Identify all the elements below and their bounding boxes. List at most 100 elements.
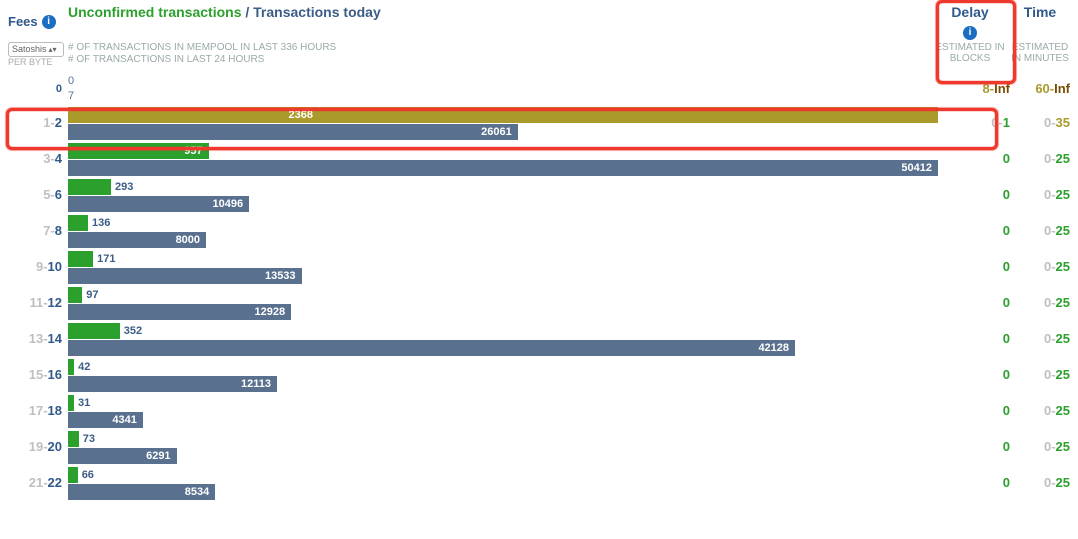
chart-title: Unconfirmed transactions / Transactions …	[68, 4, 930, 40]
mempool-bar: 42	[68, 359, 74, 375]
delay-value: 0	[938, 429, 1018, 465]
bar-value: 42128	[758, 342, 789, 354]
mempool-bar: 957	[68, 143, 209, 159]
delay-value: 0	[938, 249, 1018, 285]
today-bar: 8534	[68, 484, 215, 500]
table-row: 9-101711353300-25	[8, 249, 1078, 285]
delay-value: 0	[938, 213, 1018, 249]
today-bar: 12113	[68, 376, 277, 392]
table-row: 19-20 73 6291 00-25	[8, 429, 1078, 465]
fee-range: 3-4	[8, 141, 68, 177]
delay-value: 0	[938, 357, 1018, 393]
chart-rows: 0078-Inf60-Inf1-22368260610-10-353-49575…	[0, 73, 1078, 501]
table-row: 0078-Inf60-Inf	[8, 73, 1078, 105]
fee-range: 7-8	[8, 213, 68, 249]
time-subheader: ESTIMATED IN MINUTES	[1010, 42, 1070, 67]
today-bar: 8000	[68, 232, 206, 248]
table-row: 13-14352 42128 00-25	[8, 321, 1078, 357]
mempool-bar: 171	[68, 251, 93, 267]
table-row: 3-4 957 50412 00-25	[8, 141, 1078, 177]
delay-subheader: ESTIMATED IN BLOCKS	[930, 42, 1010, 67]
bar-cell: 352 42128	[68, 321, 938, 357]
fee-range: 1-2	[8, 105, 68, 141]
bar-cell: 2368 26061	[68, 105, 938, 141]
bar-cell: 73 6291	[68, 429, 938, 465]
today-label: Transactions today	[253, 4, 381, 20]
fee-range: 21-22	[8, 465, 68, 501]
fee-range: 5-6	[8, 177, 68, 213]
today-bar: 4341	[68, 412, 143, 428]
bar-value: 66	[82, 469, 94, 481]
today-bar: 26061	[68, 124, 518, 140]
delay-value: 0	[938, 393, 1018, 429]
bar-value: 293	[115, 181, 133, 193]
time-value: 0-35	[1018, 105, 1078, 141]
bar-cell: 957 50412	[68, 141, 938, 177]
time-label: Time	[1024, 4, 1056, 20]
bar-cell: 31 4341	[68, 393, 938, 429]
time-value: 0-25	[1018, 213, 1078, 249]
time-value: 0-25	[1018, 321, 1078, 357]
bar-cell: 136 8000	[68, 213, 938, 249]
bar-cell: 293 10496	[68, 177, 938, 213]
today-bar: 6291	[68, 448, 177, 464]
bar-value: 4341	[112, 414, 136, 426]
delay-value: 0	[938, 321, 1018, 357]
time-value: 0-25	[1018, 285, 1078, 321]
mempool-bar: 2368	[68, 107, 938, 123]
bar-value: 136	[92, 217, 110, 229]
unconfirmed-label: Unconfirmed transactions	[68, 4, 241, 20]
delay-value: 8-Inf	[938, 73, 1018, 105]
bar-value: 2368	[289, 109, 718, 121]
legend-text: # OF TRANSACTIONS IN MEMPOOL IN LAST 336…	[68, 42, 930, 67]
bar-value: 31	[78, 397, 90, 409]
fee-range: 13-14	[8, 321, 68, 357]
table-row: 17-1831434100-25	[8, 393, 1078, 429]
time-value: 0-25	[1018, 465, 1078, 501]
bar-value: 73	[83, 433, 95, 445]
delay-value: 0	[938, 177, 1018, 213]
table-row: 5-6 293 10496 00-25	[8, 177, 1078, 213]
bar-value: 957	[184, 145, 202, 157]
mempool-bar: 352	[68, 323, 120, 339]
time-value: 0-25	[1018, 141, 1078, 177]
delay-label: Delay	[930, 4, 1010, 20]
fee-range: 11-12	[8, 285, 68, 321]
mempool-bar: 97	[68, 287, 82, 303]
table-row: 21-2266853400-25	[8, 465, 1078, 501]
mempool-bar: 31	[68, 395, 74, 411]
bar-value: 42	[78, 361, 90, 373]
fees-header: Fees i	[8, 4, 68, 40]
today-bar: 12928	[68, 304, 291, 320]
info-icon[interactable]: i	[963, 26, 977, 40]
bar-value: 50412	[901, 162, 932, 174]
time-value: 0-25	[1018, 357, 1078, 393]
bar-cell: 07	[68, 73, 938, 105]
bar-value: 97	[86, 289, 98, 301]
delay-value: 0	[938, 141, 1018, 177]
table-row: 7-8 136 8000 00-25	[8, 213, 1078, 249]
delay-value: 0	[938, 465, 1018, 501]
bar-cell: 4212113	[68, 357, 938, 393]
info-icon[interactable]: i	[42, 15, 56, 29]
unit-selector[interactable]: Satoshis ▴▾	[8, 42, 64, 57]
fee-range: 19-20	[8, 429, 68, 465]
legend-line-1: # OF TRANSACTIONS IN MEMPOOL IN LAST 336…	[68, 42, 930, 54]
subheader-row: Satoshis ▴▾ PER BYTE # OF TRANSACTIONS I…	[0, 40, 1078, 73]
table-row: 15-16421211300-25	[8, 357, 1078, 393]
time-value: 0-25	[1018, 429, 1078, 465]
time-value: 60-Inf	[1018, 73, 1078, 105]
time-value: 0-25	[1018, 249, 1078, 285]
unit-cell: Satoshis ▴▾ PER BYTE	[8, 42, 68, 67]
time-value: 0-25	[1018, 177, 1078, 213]
bar-value: 13533	[265, 270, 296, 282]
table-row: 1-2 2368 26061 0-10-35	[8, 105, 1078, 141]
bar-cell: 171 13533	[68, 249, 938, 285]
delay-value: 0-1	[938, 105, 1018, 141]
mempool-bar: 66	[68, 467, 78, 483]
bar-value: 26061	[481, 126, 512, 138]
delay-value: 0	[938, 285, 1018, 321]
fee-range: 0	[8, 73, 68, 105]
title-sep: /	[241, 4, 253, 20]
bar-value: 10496	[213, 198, 244, 210]
